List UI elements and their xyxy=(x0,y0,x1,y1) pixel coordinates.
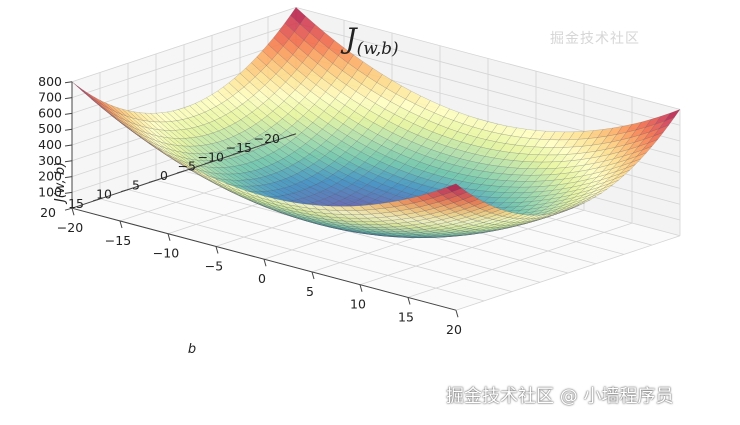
z-tick-label: 400 xyxy=(38,137,62,152)
y-tick-label: 15 xyxy=(68,196,84,211)
z-tick xyxy=(65,98,72,99)
x-tick-label: 5 xyxy=(306,284,314,299)
y-tick-label: 10 xyxy=(96,187,112,202)
y-tick-label: −5 xyxy=(178,159,196,174)
y-tick-label: −20 xyxy=(254,131,280,146)
x-tick-label: 0 xyxy=(258,271,266,286)
z-tick-label: 800 xyxy=(38,74,62,89)
z-tick-label: 600 xyxy=(38,105,62,120)
x-tick xyxy=(408,297,410,304)
x-tick xyxy=(216,246,218,253)
x-tick-label: −5 xyxy=(205,258,223,273)
z-tick xyxy=(65,82,72,83)
z-tick xyxy=(65,129,72,130)
watermark-bottom: 掘金技术社区 @ 小墙程序员 xyxy=(446,382,673,408)
x-tick-label: 15 xyxy=(398,309,414,324)
z-tick xyxy=(65,145,72,146)
x-tick-label: −20 xyxy=(57,220,83,235)
y-tick-label: −15 xyxy=(226,140,252,155)
y-tick-label: 20 xyxy=(40,205,56,220)
z-tick xyxy=(65,113,72,114)
x-tick xyxy=(264,259,266,266)
x-tick xyxy=(360,285,362,292)
y-axis-label: b xyxy=(188,342,196,357)
y-tick-label: −10 xyxy=(198,149,224,164)
y-tick-label: 0 xyxy=(160,168,168,183)
watermark-top: 掘金技术社区 xyxy=(550,28,640,48)
x-tick xyxy=(120,221,122,228)
z-axis-label: J(w, b) xyxy=(53,162,68,205)
x-tick-label: −15 xyxy=(105,233,131,248)
x-tick-label: 10 xyxy=(350,297,366,312)
x-tick xyxy=(168,234,170,241)
x-tick xyxy=(456,310,458,317)
z-tick-label: 700 xyxy=(38,90,62,105)
x-tick-label: 20 xyxy=(446,322,462,337)
x-tick xyxy=(312,272,314,279)
x-tick-label: −10 xyxy=(153,246,179,261)
z-tick-label: 500 xyxy=(38,121,62,136)
z-tick xyxy=(65,161,72,162)
y-tick-label: 5 xyxy=(132,177,140,192)
